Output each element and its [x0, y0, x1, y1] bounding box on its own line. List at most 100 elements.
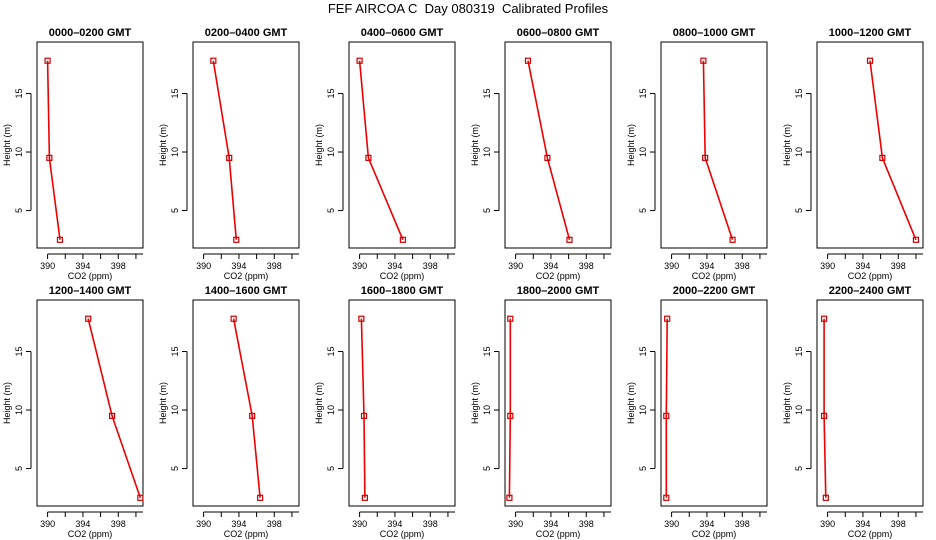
x-axis-label: CO2 (ppm): [68, 271, 113, 281]
panel-title: 2200–2400 GMT: [829, 285, 912, 297]
data-point: [663, 494, 670, 501]
x-tick-label: 390: [352, 261, 367, 271]
plot-frame: [504, 41, 612, 249]
panel-title: 1000–1200 GMT: [829, 27, 912, 39]
profile-line: [869, 60, 917, 241]
data-point: [544, 154, 551, 161]
plot-frame: [816, 299, 924, 507]
y-tick-label: 10: [170, 147, 180, 157]
panel-title: 0000–0200 GMT: [49, 27, 132, 39]
panel-title: 0400–0600 GMT: [361, 27, 444, 39]
y-tick-label: 15: [482, 346, 492, 356]
profile-line: [527, 60, 571, 241]
x-axis-label: CO2 (ppm): [848, 271, 893, 281]
panel-title: 2000–2200 GMT: [673, 285, 756, 297]
data-point: [137, 494, 144, 501]
y-axis-label: Height (m): [314, 382, 324, 424]
x-tick-label: 394: [699, 519, 714, 529]
plot-frame: [660, 41, 768, 249]
y-tick-label: 10: [794, 405, 804, 415]
y-tick-label: 10: [482, 147, 492, 157]
data-point: [866, 57, 874, 64]
x-tick-label: 394: [855, 261, 870, 271]
y-tick-label: 10: [638, 405, 648, 415]
y-tick-label: 5: [170, 466, 180, 471]
x-axis-label: CO2 (ppm): [848, 529, 893, 539]
x-tick-label: 390: [820, 519, 835, 529]
y-axis-label: Height (m): [2, 382, 12, 424]
data-point: [912, 236, 920, 243]
x-tick-label: 398: [579, 519, 594, 529]
x-tick-label: 398: [111, 519, 126, 529]
data-point: [524, 57, 532, 64]
y-tick-label: 15: [326, 88, 336, 98]
x-tick-label: 398: [111, 261, 126, 271]
data-point: [56, 236, 64, 243]
x-tick-label: 394: [699, 261, 714, 271]
y-tick-label: 15: [170, 346, 180, 356]
data-point: [820, 412, 828, 419]
x-tick-label: 390: [196, 519, 211, 529]
profile-line: [232, 318, 261, 498]
x-tick-label: 390: [664, 519, 679, 529]
data-point: [365, 154, 372, 161]
plot-frame: [192, 299, 300, 507]
plot-frame: [504, 299, 612, 507]
y-axis-label: Height (m): [314, 124, 324, 166]
y-axis-label: Height (m): [158, 124, 168, 166]
x-tick-label: 398: [423, 261, 438, 271]
plot-frame: [660, 299, 768, 507]
y-tick-label: 15: [170, 88, 180, 98]
y-tick-label: 15: [14, 88, 24, 98]
x-tick-label: 394: [387, 519, 402, 529]
data-point: [507, 412, 514, 419]
x-tick-label: 390: [664, 261, 679, 271]
y-axis-label: Height (m): [626, 382, 636, 424]
x-axis-label: CO2 (ppm): [224, 529, 269, 539]
data-point: [729, 236, 736, 243]
panel-title: 1600–1800 GMT: [361, 285, 444, 297]
data-point: [566, 236, 573, 243]
data-point: [507, 315, 514, 322]
plot-frame: [192, 41, 300, 249]
y-tick-label: 5: [14, 466, 24, 471]
x-tick-label: 398: [267, 261, 282, 271]
y-axis-label: Height (m): [782, 124, 792, 166]
y-axis-label: Height (m): [470, 382, 480, 424]
panel-title: 1200–1400 GMT: [49, 285, 132, 297]
data-point: [820, 315, 828, 322]
y-tick-label: 15: [638, 346, 648, 356]
profile-line: [358, 60, 404, 241]
data-point: [399, 236, 406, 243]
panel-title: 0200–0400 GMT: [205, 27, 288, 39]
panel-title: 0600–0800 GMT: [517, 27, 600, 39]
x-axis-label: CO2 (ppm): [536, 529, 581, 539]
y-tick-label: 5: [794, 466, 804, 471]
y-tick-label: 10: [170, 405, 180, 415]
x-tick-label: 394: [543, 519, 558, 529]
plot-frame: [348, 299, 456, 507]
data-point: [233, 236, 240, 243]
x-tick-label: 398: [735, 261, 750, 271]
data-point: [879, 154, 886, 161]
data-point: [702, 154, 709, 161]
profile-line: [665, 318, 668, 498]
y-tick-label: 5: [326, 208, 336, 213]
data-point: [257, 494, 264, 501]
y-tick-label: 15: [638, 88, 648, 98]
x-axis-label: CO2 (ppm): [224, 271, 269, 281]
x-tick-label: 398: [891, 261, 906, 271]
data-point: [358, 315, 365, 322]
data-point: [663, 412, 670, 419]
y-tick-label: 15: [794, 346, 804, 356]
data-point: [664, 315, 671, 322]
figure-title: FEF AIRCOA C Day 080319 Calibrated Profi…: [327, 1, 609, 16]
y-tick-label: 5: [482, 466, 492, 471]
profile-line: [360, 318, 366, 498]
x-axis-label: CO2 (ppm): [68, 529, 113, 539]
data-point: [356, 57, 363, 64]
